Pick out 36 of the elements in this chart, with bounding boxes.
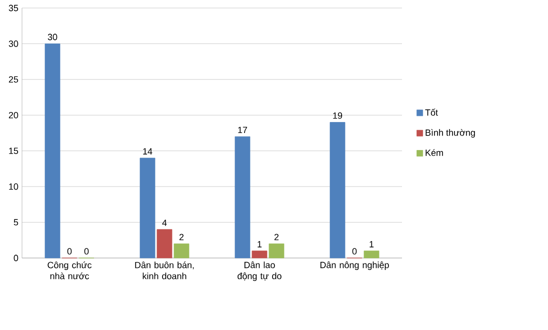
x-tick-label: Dân lao động tự do xyxy=(238,262,282,281)
x-tick-label: Công chức nhà nước xyxy=(48,262,92,280)
bar xyxy=(44,44,60,258)
bar xyxy=(268,244,284,258)
x-tick-label: Dân buôn bán, kinh doanh xyxy=(135,262,194,280)
y-tick-label: 20 xyxy=(8,112,18,118)
legend-label: Tốt xyxy=(425,108,438,116)
legend-label: Kém xyxy=(426,149,443,156)
bar xyxy=(234,136,250,258)
data-label: 2 xyxy=(274,234,279,240)
data-label: 17 xyxy=(238,126,248,134)
data-label: 14 xyxy=(143,148,152,154)
y-tick-label: 35 xyxy=(8,4,18,12)
y-tick-label: 25 xyxy=(8,76,18,83)
bar xyxy=(174,244,190,258)
data-label: 0 xyxy=(84,248,89,254)
y-tick-label: 5 xyxy=(14,219,18,226)
bar xyxy=(140,158,156,258)
bar xyxy=(252,250,268,258)
data-label: 1 xyxy=(258,241,262,248)
y-tick-label: 30 xyxy=(8,40,18,47)
data-label: 30 xyxy=(48,34,58,40)
data-label: 0 xyxy=(352,248,357,254)
bar xyxy=(330,122,346,258)
bar xyxy=(156,229,172,258)
legend-label: Bình thường xyxy=(426,129,475,138)
data-label: 1 xyxy=(370,241,374,248)
y-tick-label: 10 xyxy=(9,183,18,190)
data-label: 0 xyxy=(67,248,72,254)
x-tick-label: Dân nông nghiệp xyxy=(320,262,389,270)
y-tick-label: 0 xyxy=(14,254,18,262)
data-label: 2 xyxy=(179,234,184,240)
data-label: 19 xyxy=(333,112,342,119)
data-label: 4 xyxy=(162,220,167,226)
y-tick-label: 15 xyxy=(9,148,18,154)
bar xyxy=(364,250,380,258)
